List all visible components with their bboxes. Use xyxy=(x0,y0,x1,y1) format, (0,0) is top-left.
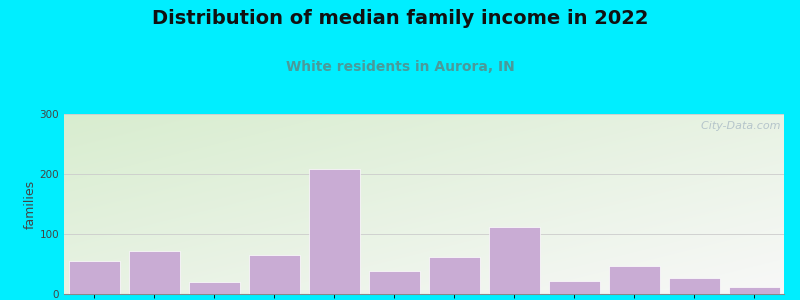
Text: White residents in Aurora, IN: White residents in Aurora, IN xyxy=(286,60,514,74)
Bar xyxy=(489,227,539,294)
Text: City-Data.com: City-Data.com xyxy=(694,121,781,131)
Bar xyxy=(309,169,359,294)
Bar xyxy=(729,287,779,294)
Bar xyxy=(429,257,479,294)
Bar xyxy=(669,278,719,294)
Bar xyxy=(129,251,179,294)
Bar xyxy=(69,261,119,294)
Bar xyxy=(549,281,599,294)
Bar xyxy=(609,266,659,294)
Bar xyxy=(249,255,299,294)
Text: Distribution of median family income in 2022: Distribution of median family income in … xyxy=(152,9,648,28)
Y-axis label: families: families xyxy=(24,179,37,229)
Bar xyxy=(189,282,239,294)
Bar xyxy=(369,271,419,294)
